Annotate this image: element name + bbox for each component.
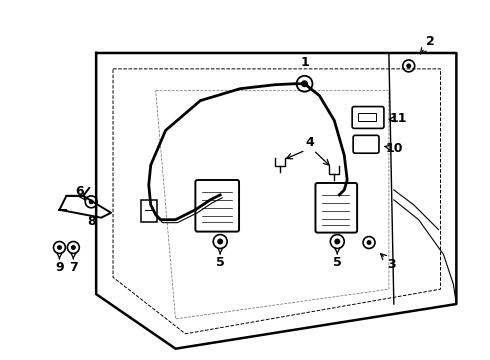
Text: 9: 9 [55, 261, 64, 274]
Text: 4: 4 [305, 136, 314, 149]
Bar [358, 113, 376, 121]
Bar [141, 200, 157, 222]
Text: 6: 6 [75, 185, 84, 198]
Text: 5: 5 [333, 256, 342, 269]
Circle shape [367, 240, 371, 245]
Circle shape [301, 80, 308, 87]
Circle shape [71, 245, 76, 250]
Text: 11: 11 [390, 112, 408, 125]
Text: 1: 1 [300, 57, 309, 69]
Circle shape [334, 239, 340, 244]
Text: 5: 5 [216, 256, 224, 269]
Text: 2: 2 [426, 35, 435, 48]
Circle shape [89, 199, 94, 204]
Circle shape [217, 239, 223, 244]
Circle shape [406, 63, 411, 68]
Circle shape [57, 245, 62, 250]
Text: 7: 7 [69, 261, 78, 274]
Text: 10: 10 [385, 142, 403, 155]
Text: 3: 3 [388, 258, 396, 271]
Text: 8: 8 [87, 215, 96, 228]
